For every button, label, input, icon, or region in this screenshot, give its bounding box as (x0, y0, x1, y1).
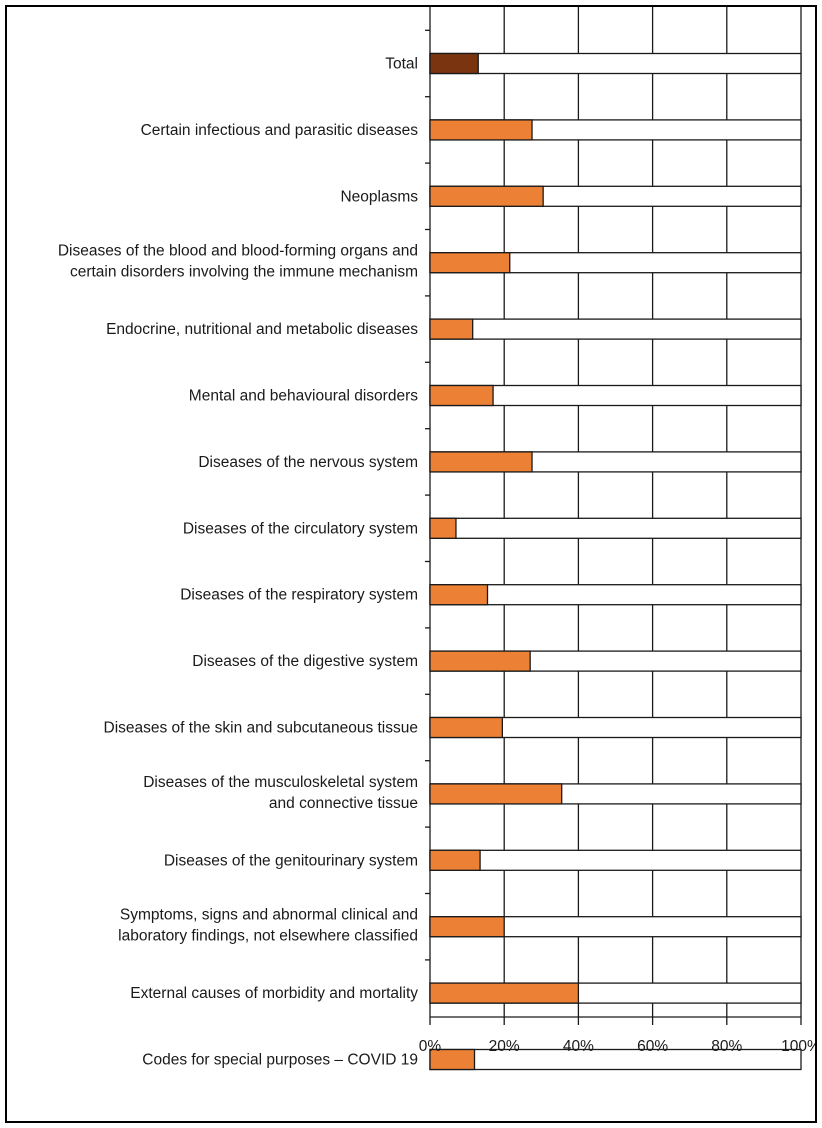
category-label-7: Diseases of the circulatory system (183, 520, 418, 537)
x-tick-label-0pct: 0% (419, 1038, 442, 1055)
bar-13 (429, 916, 505, 938)
category-label-15: Codes for special purposes – COVID 19 (142, 1052, 418, 1069)
category-label-3: Diseases of the blood and blood-forming … (58, 243, 418, 281)
x-tick-label-80pct: 80% (711, 1038, 742, 1055)
bar-15 (429, 1048, 476, 1071)
bar-remainder-0 (429, 52, 802, 75)
grid-layer (425, 7, 802, 1025)
bar-remainder-7 (429, 517, 802, 539)
x-tick-label-20pct: 20% (489, 1038, 520, 1055)
tick-layer: 0% 20% 40% 60% 80% 100% (419, 1038, 815, 1055)
x-tick-label-100pct: 100% (781, 1038, 815, 1055)
category-label-8: Diseases of the respiratory system (180, 587, 418, 604)
category-label-12: Diseases of the genitourinary system (164, 852, 418, 869)
category-label-14: External causes of morbidity and mortali… (130, 985, 418, 1002)
bar-8 (429, 584, 489, 606)
category-label-10: Diseases of the skin and subcutaneous ti… (104, 720, 419, 737)
bar-9 (429, 650, 531, 672)
category-label-13: Symptoms, signs and abnormal clinical an… (118, 907, 418, 945)
bar-3 (429, 252, 511, 274)
bar-10 (429, 716, 503, 739)
bar-layer (429, 52, 802, 1071)
bar-5 (429, 384, 494, 407)
label-layer: Total Certain infectious and parasitic di… (58, 56, 418, 1069)
category-label-1: Certain infectious and parasitic disease… (141, 122, 419, 139)
bar-7 (429, 517, 457, 539)
bar-12 (429, 849, 481, 871)
x-tick-label-40pct: 40% (563, 1038, 594, 1055)
bar-remainder-12 (429, 849, 802, 871)
category-label-line: and connective tissue (269, 795, 418, 812)
category-label-5: Mental and behavioural disorders (189, 388, 418, 405)
bar-11 (429, 783, 563, 805)
bar-remainder-4 (429, 318, 802, 340)
chart-frame: Total Certain infectious and parasitic di… (5, 5, 817, 1123)
category-label-11: Diseases of the musculoskeletal system an… (143, 774, 418, 812)
category-label-line: laboratory findings, not elsewhere class… (118, 928, 418, 945)
category-label-line: Symptoms, signs and abnormal clinical an… (120, 907, 418, 924)
bar-2 (429, 185, 544, 207)
bar-remainder-15 (429, 1048, 802, 1071)
bar-6 (429, 451, 533, 473)
category-label-line: Diseases of the musculoskeletal system (143, 774, 418, 791)
category-label-6: Diseases of the nervous system (198, 454, 418, 471)
category-label-line: Diseases of the blood and blood-forming … (58, 243, 418, 260)
x-tick-label-60pct: 60% (637, 1038, 668, 1055)
category-label-0: Total (385, 56, 418, 73)
bar-4 (429, 318, 474, 340)
bar-14 (429, 982, 580, 1004)
bar-1 (429, 119, 533, 141)
chart-svg: Total Certain infectious and parasitic di… (58, 7, 815, 1071)
category-label-4: Endocrine, nutritional and metabolic dis… (106, 321, 418, 338)
bar-total (429, 52, 479, 75)
category-label-9: Diseases of the digestive system (192, 653, 418, 670)
category-label-2: Neoplasms (340, 188, 418, 205)
category-label-line: certain disorders involving the immune m… (70, 264, 418, 281)
